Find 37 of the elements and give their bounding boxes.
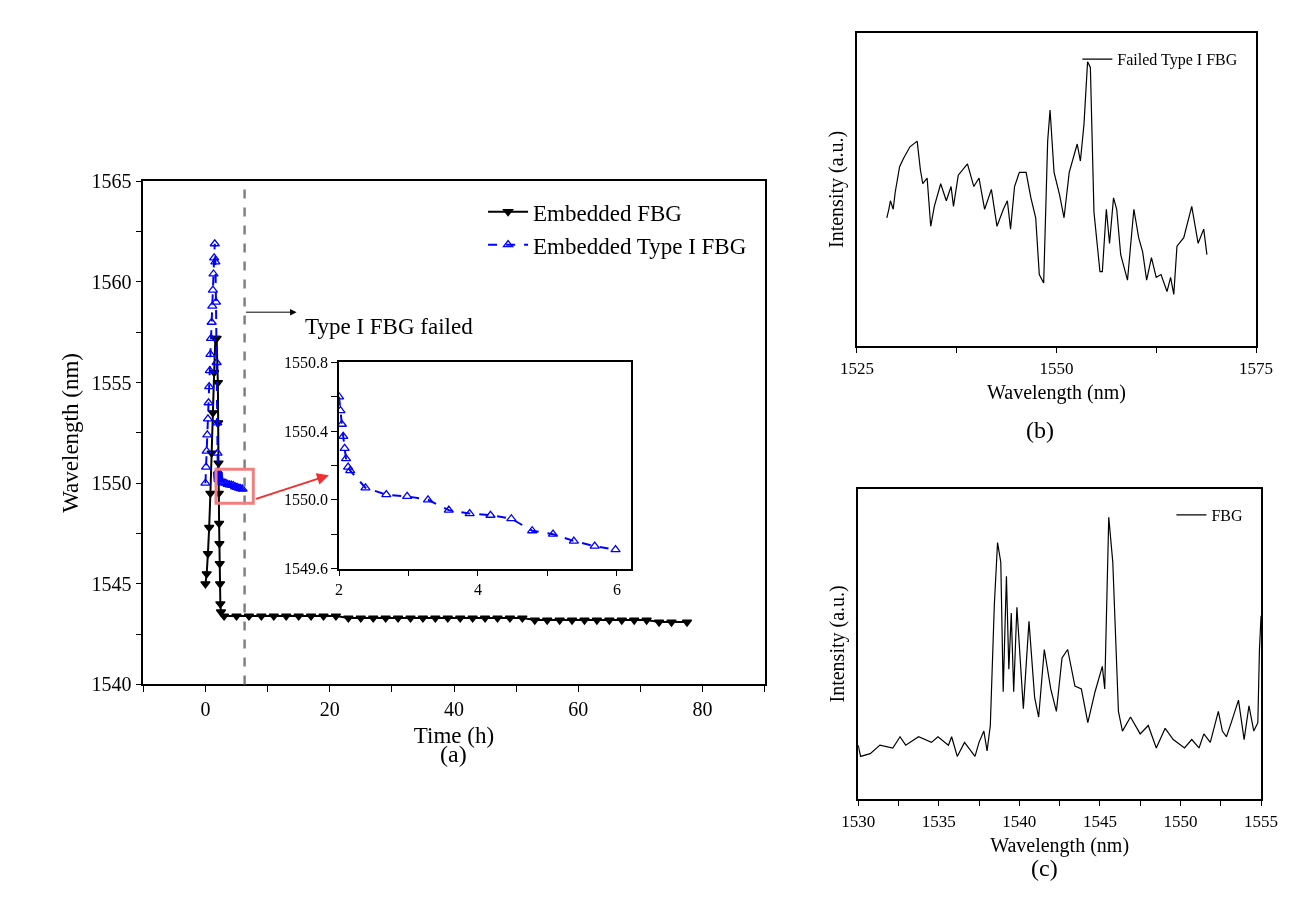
legend-label: Failed Type I FBG [1117, 51, 1238, 70]
y-tick-label: 1565 [91, 170, 132, 193]
y-axis-title: Intensity (a.u.) [825, 130, 849, 248]
x-tick-label: 4 [473, 581, 482, 599]
text: (c) [1031, 855, 1058, 881]
legend-label: Embedded Type I FBG [533, 233, 747, 259]
x-tick-label: 1545 [1082, 811, 1117, 831]
x-tick-label: 2 [335, 581, 344, 599]
x-tick-label: 0 [200, 698, 211, 721]
x-axis-title: Wavelength (nm) [987, 380, 1126, 404]
x-tick-label: 1525 [839, 358, 874, 378]
y-tick-label: 1550 [91, 472, 132, 495]
ref-line-label: Type I FBG failed [305, 314, 474, 339]
x-tick-label: 1535 [921, 811, 956, 831]
legend-label: Embedded FBG [533, 200, 682, 226]
x-tick-label: 1530 [841, 811, 876, 831]
x-tick-label: 6 [612, 581, 621, 599]
x-tick-label: 20 [319, 698, 340, 721]
x-tick-label: 40 [444, 698, 464, 721]
y-tick-label: 1550.8 [284, 354, 329, 372]
x-tick-label: 1540 [1002, 811, 1037, 831]
x-tick-label: 80 [692, 698, 713, 721]
x-axis-title: Wavelength (nm) [990, 833, 1130, 857]
x-tick-label: 1575 [1239, 358, 1274, 378]
y-axis-title: Intensity (a.u.) [826, 585, 850, 703]
x-tick-label: 1555 [1244, 811, 1279, 831]
y-tick-label: 1550.0 [284, 491, 329, 509]
y-tick-label: 1560 [91, 270, 132, 293]
text: (b) [1026, 417, 1054, 443]
x-tick-label: 1550 [1039, 358, 1074, 378]
y-tick-label: 1540 [91, 673, 132, 696]
x-tick-label: 1550 [1163, 811, 1198, 831]
y-tick-label: 1550.4 [284, 422, 329, 440]
legend-label: FBG [1211, 507, 1243, 525]
y-axis-title: Wavelength (nm) [58, 353, 84, 513]
y-tick-label: 1549.6 [284, 560, 329, 578]
x-tick-label: 60 [568, 698, 589, 721]
